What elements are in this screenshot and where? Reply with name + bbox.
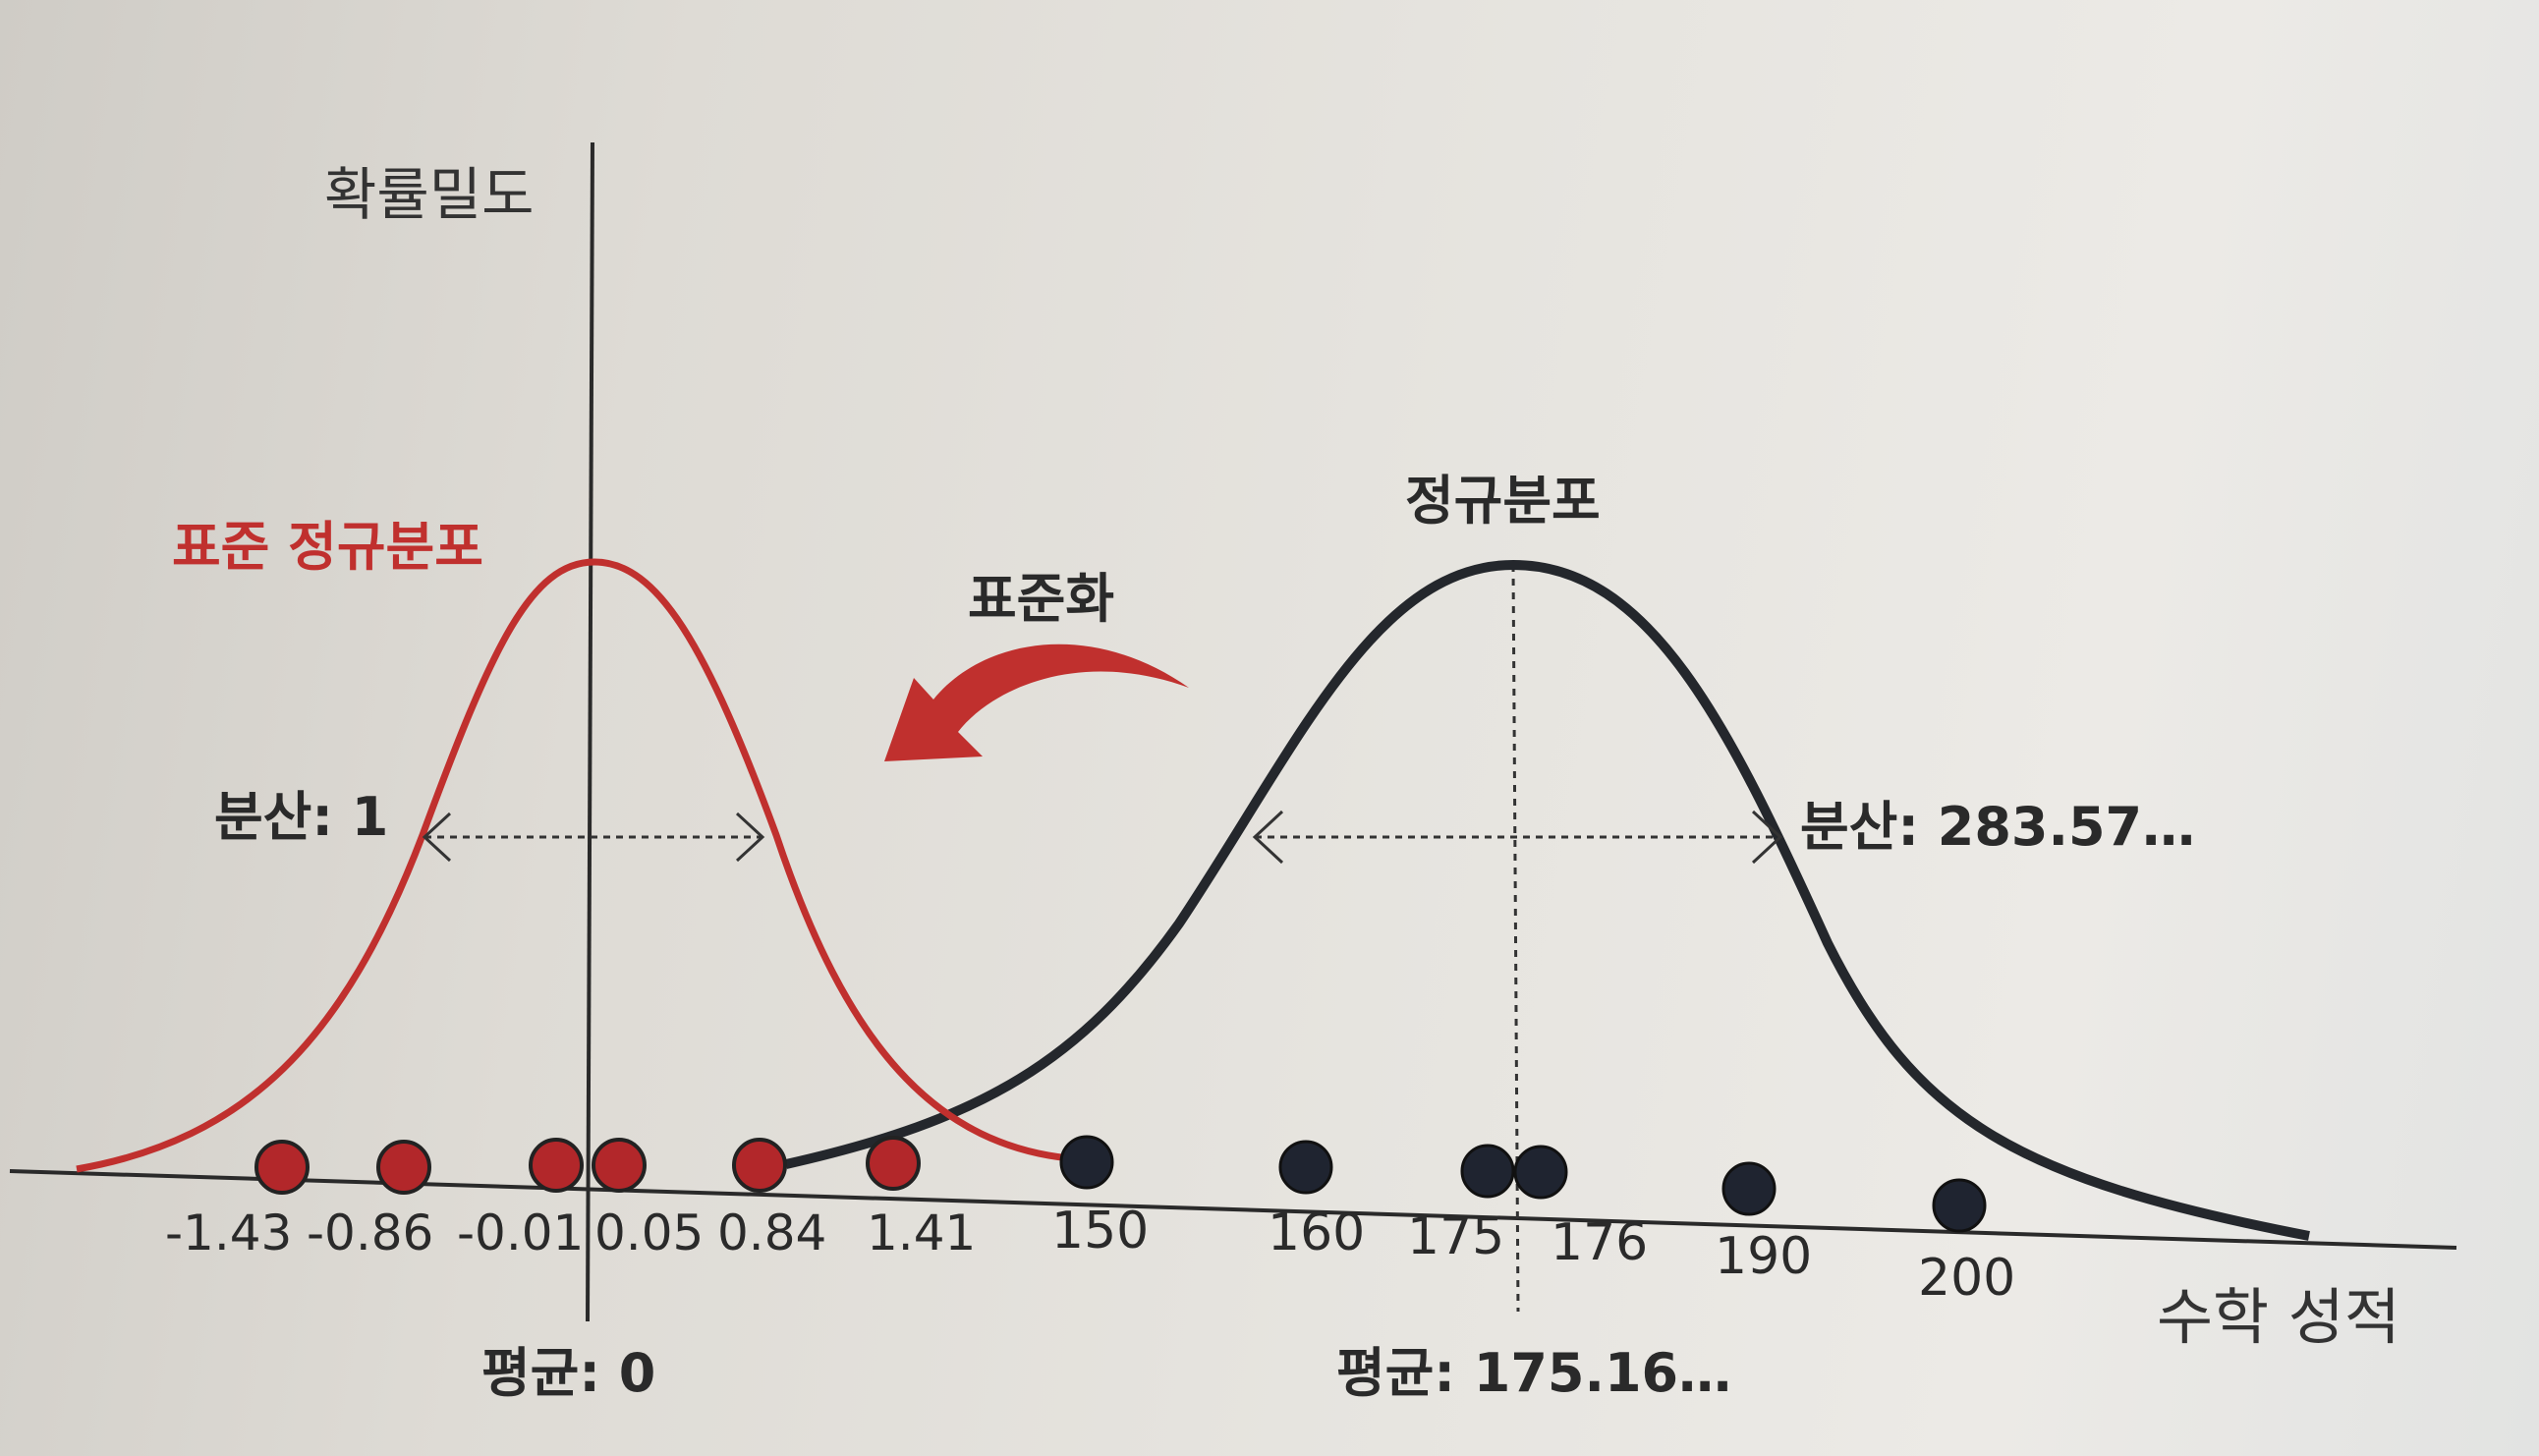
standard-tick-labels: -1.43 -0.86 -0.01 0.05 0.84 1.41 (165, 1204, 976, 1261)
standardize-arrow (884, 644, 1189, 761)
standard-point (529, 1138, 584, 1193)
standard-point (376, 1140, 431, 1195)
standard-curve-label: 표준 정규분포 (172, 516, 483, 578)
original-point (1513, 1145, 1568, 1200)
standard-variance-arrow (422, 812, 765, 863)
standard-tick-label: 0.84 (717, 1204, 826, 1261)
standard-point (592, 1138, 647, 1193)
standard-mean-label: 평균: 0 (481, 1342, 655, 1404)
standard-point (254, 1140, 310, 1195)
arrow-label: 표준화 (968, 568, 1114, 630)
standard-point (732, 1138, 787, 1193)
original-point (1932, 1178, 1987, 1233)
normal-variance-arrow (1252, 810, 1783, 865)
original-points (1059, 1135, 1987, 1233)
original-point (1460, 1144, 1515, 1199)
normal-curve-label: 정규분포 (1405, 470, 1601, 532)
normal-mean-line (1511, 564, 1520, 1313)
original-tick-label: 160 (1268, 1204, 1365, 1262)
y-axis-label: 확률밀도 (324, 161, 534, 228)
standard-point (866, 1136, 921, 1191)
standard-points (254, 1136, 921, 1195)
original-point (1278, 1140, 1333, 1195)
normal-mean-label: 평균: 175.16… (1336, 1342, 1731, 1404)
standard-tick-label: -0.86 (307, 1204, 433, 1261)
original-tick-label: 190 (1715, 1227, 1812, 1286)
standard-tick-label: -1.43 (165, 1204, 292, 1261)
original-tick-labels: 150 160 175 176 190 200 (1051, 1202, 2015, 1308)
original-point (1059, 1135, 1114, 1190)
x-axis-label: 수학 성적 (2157, 1281, 2400, 1353)
original-tick-label: 200 (1918, 1249, 2015, 1308)
standard-curve (76, 558, 1082, 1173)
standard-variance-label: 분산: 1 (214, 786, 388, 848)
standard-tick-label: 1.41 (867, 1204, 976, 1261)
original-tick-label: 150 (1051, 1202, 1149, 1260)
normal-variance-label: 분산: 283.57… (1800, 796, 2195, 858)
original-tick-label: 176 (1551, 1213, 1648, 1272)
standard-tick-label: 0.05 (594, 1204, 704, 1261)
standard-tick-label: -0.01 (457, 1204, 584, 1261)
normal-curve (784, 559, 2310, 1241)
original-tick-label: 175 (1407, 1207, 1504, 1266)
y-axis (586, 141, 594, 1322)
original-point (1721, 1161, 1777, 1216)
